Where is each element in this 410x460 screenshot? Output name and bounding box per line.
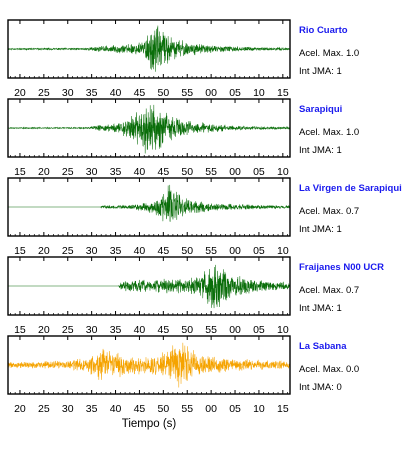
waveform-trace [7, 342, 291, 388]
x-tick-label: 30 [86, 166, 98, 178]
x-tick-label: 25 [62, 324, 74, 336]
max-acceleration-label: Acel. Max. 0.7 [299, 206, 359, 217]
jma-intensity-label: Int JMA: 1 [299, 145, 342, 156]
x-tick-label: 10 [277, 324, 289, 336]
jma-intensity-label: Int JMA: 1 [299, 303, 342, 314]
station-name: Fraijanes N00 UCR [299, 262, 384, 273]
x-tick-label: 35 [86, 87, 98, 99]
x-tick-label: 10 [253, 403, 265, 415]
jma-intensity-label: Int JMA: 0 [299, 382, 342, 393]
x-tick-label: 50 [181, 324, 193, 336]
x-tick-label: 40 [110, 403, 122, 415]
x-tick-label: 40 [134, 324, 146, 336]
x-tick-label: 10 [277, 245, 289, 257]
x-tick-label: 30 [62, 403, 74, 415]
x-tick-label: 40 [134, 166, 146, 178]
x-tick-label: 15 [277, 87, 289, 99]
x-tick-label: 20 [14, 87, 26, 99]
x-tick-label: 05 [253, 324, 265, 336]
x-tick-label: 15 [277, 403, 289, 415]
x-tick-label: 35 [86, 403, 98, 415]
x-tick-label: 25 [38, 87, 50, 99]
x-tick-label: 05 [253, 245, 265, 257]
station-name: La Virgen de Sarapiqui [299, 183, 402, 194]
panel-3: 15 20 25 30 35 40 45 50 55 00 05 10 La Virgen de Sar… [7, 177, 402, 257]
x-tick-label: 25 [62, 166, 74, 178]
x-tick-label: 30 [86, 324, 98, 336]
x-tick-label: 55 [181, 403, 193, 415]
max-acceleration-label: Acel. Max. 0.0 [299, 364, 359, 375]
max-acceleration-label: Acel. Max. 0.7 [299, 285, 359, 296]
waveform-trace [7, 25, 291, 72]
waveform-trace [7, 104, 291, 154]
x-tick-label: 35 [110, 324, 122, 336]
x-tick-label: 20 [14, 403, 26, 415]
x-tick-label: 05 [229, 87, 241, 99]
x-tick-label: 50 [157, 87, 169, 99]
x-tick-label: 50 [157, 403, 169, 415]
x-tick-label: 15 [14, 245, 26, 257]
x-tick-label: 30 [86, 245, 98, 257]
x-tick-label: 15 [14, 166, 26, 178]
panel-1: 20 25 30 35 40 45 50 55 00 05 10 15 Rio Cuarto Acel. … [7, 19, 359, 99]
panel-4: 15 20 25 30 35 40 45 50 55 00 05 10 Fraijanes N00 UC… [7, 256, 384, 336]
x-axis-label: Tiempo (s) [122, 418, 177, 430]
x-tick-label: 00 [229, 324, 241, 336]
panel-5: 20 25 30 35 40 45 50 55 00 05 10 15 La Sabana Acel. M… [7, 335, 359, 415]
station-name: Rio Cuarto [299, 25, 348, 36]
max-acceleration-label: Acel. Max. 1.0 [299, 127, 359, 138]
x-tick-label: 30 [62, 87, 74, 99]
panel-2: 15 20 25 30 35 40 45 50 55 00 05 10 Sarapiqui Acel. M… [7, 98, 359, 178]
waveform-trace [8, 264, 291, 309]
x-tick-label: 20 [38, 245, 50, 257]
x-tick-label: 50 [181, 245, 193, 257]
x-tick-label: 25 [62, 245, 74, 257]
x-tick-label: 05 [229, 403, 241, 415]
x-tick-label: 35 [110, 166, 122, 178]
station-name: Sarapiqui [299, 104, 342, 115]
x-tick-label: 45 [157, 245, 169, 257]
x-tick-label: 10 [253, 87, 265, 99]
x-tick-label: 25 [38, 403, 50, 415]
x-tick-label: 55 [181, 87, 193, 99]
x-tick-label: 20 [38, 166, 50, 178]
x-tick-label: 55 [205, 245, 217, 257]
x-tick-label: 00 [205, 403, 217, 415]
x-tick-label: 50 [181, 166, 193, 178]
x-tick-label: 15 [14, 324, 26, 336]
x-tick-label: 40 [134, 245, 146, 257]
x-tick-label: 40 [110, 87, 122, 99]
x-tick-label: 20 [38, 324, 50, 336]
x-tick-label: 45 [134, 403, 146, 415]
x-tick-label: 55 [205, 166, 217, 178]
x-tick-label: 45 [134, 87, 146, 99]
max-acceleration-label: Acel. Max. 1.0 [299, 48, 359, 59]
jma-intensity-label: Int JMA: 1 [299, 224, 342, 235]
x-tick-label: 35 [110, 245, 122, 257]
x-tick-label: 45 [157, 166, 169, 178]
x-tick-label: 00 [205, 87, 217, 99]
waveform-trace [8, 184, 291, 222]
x-tick-label: 45 [157, 324, 169, 336]
x-tick-label: 10 [277, 166, 289, 178]
x-tick-label: 00 [229, 245, 241, 257]
jma-intensity-label: Int JMA: 1 [299, 66, 342, 77]
x-tick-label: 05 [253, 166, 265, 178]
x-tick-label: 55 [205, 324, 217, 336]
x-tick-label: 00 [229, 166, 241, 178]
station-name: La Sabana [299, 341, 347, 352]
